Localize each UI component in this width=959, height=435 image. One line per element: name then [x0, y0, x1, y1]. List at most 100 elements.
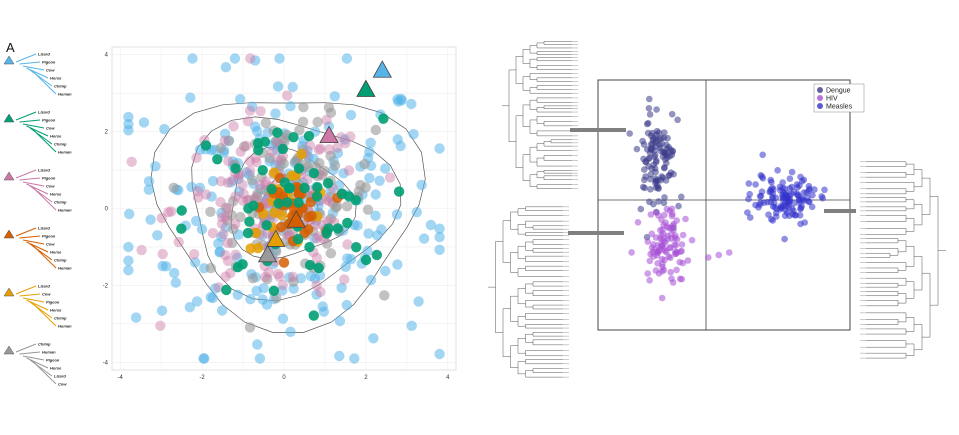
data-point: [801, 219, 808, 226]
data-point: [655, 212, 662, 219]
data-point: [272, 127, 283, 138]
data-point: [245, 294, 256, 305]
data-point: [241, 140, 252, 152]
y-tick-label: -4: [103, 360, 109, 366]
data-point: [665, 224, 673, 232]
data-point: [657, 232, 665, 239]
data-point: [406, 98, 417, 110]
tree-branch: [22, 297, 45, 303]
data-point: [746, 214, 754, 221]
data-point: [341, 201, 353, 212]
data-point: [418, 233, 430, 244]
data-point: [205, 262, 216, 274]
data-point: [145, 214, 156, 225]
data-point: [252, 242, 264, 254]
tree-branch: [26, 183, 49, 195]
data-point: [222, 255, 234, 267]
taxon-label: Pigeon: [42, 176, 56, 181]
data-point: [667, 169, 675, 176]
data-point: [392, 134, 403, 145]
data-point: [194, 182, 206, 193]
data-point: [668, 151, 676, 159]
cladogram-5: Lizard Cow Pigeon Horse Chimp Human: [3, 284, 72, 329]
data-point: [123, 241, 134, 253]
taxon-label: Lizard: [38, 168, 50, 173]
data-point: [255, 106, 266, 117]
data-point: [393, 186, 405, 197]
data-point: [339, 274, 350, 285]
data-point: [273, 198, 284, 209]
data-point: [786, 192, 793, 199]
tree-branch: [22, 123, 45, 129]
y-tick-label: 0: [105, 207, 109, 213]
data-point: [272, 155, 283, 167]
data-point: [152, 230, 163, 241]
data-point: [263, 267, 274, 278]
y-tick-label: 2: [105, 130, 109, 136]
taxon-label: Human: [58, 208, 72, 213]
legend-swatch: [817, 95, 823, 101]
data-point: [166, 206, 177, 217]
data-point: [380, 163, 391, 174]
data-point: [626, 130, 633, 137]
data-point: [314, 157, 325, 169]
taxon-label: Lizard: [38, 110, 50, 115]
data-point: [661, 129, 668, 136]
data-point: [244, 322, 256, 333]
data-point: [752, 201, 759, 209]
data-point: [288, 276, 299, 287]
cladogram-2: Lizard Pigeon Cow Horse Chimp Human: [3, 110, 72, 155]
tree-marker-triangle: [3, 229, 15, 239]
data-point: [274, 271, 285, 282]
series-b-1: [626, 95, 685, 241]
reference-tree-triangle: [319, 125, 339, 144]
data-point: [811, 186, 818, 193]
data-point: [704, 254, 712, 261]
data-point: [187, 53, 198, 64]
data-point: [292, 233, 304, 245]
data-point: [434, 244, 445, 255]
data-point: [250, 55, 261, 66]
data-point: [774, 167, 781, 174]
taxon-label: Cow: [46, 68, 55, 73]
data-point: [288, 132, 299, 143]
phylogenies: [488, 41, 946, 378]
taxon-label: Horse: [50, 308, 62, 313]
data-point: [370, 189, 381, 200]
data-point: [679, 231, 687, 239]
data-point: [378, 113, 389, 124]
data-point: [673, 236, 681, 243]
data-point: [252, 339, 263, 350]
data-point: [329, 160, 341, 171]
taxon-label: Chimp: [54, 84, 67, 89]
x-tick-label: 4: [446, 375, 450, 381]
data-point: [365, 137, 376, 148]
tree-marker-triangle: [3, 287, 15, 297]
tree-marker-triangle: [3, 171, 15, 181]
data-point: [661, 211, 668, 219]
data-point: [662, 219, 669, 226]
tree-branch: [15, 53, 37, 63]
data-point: [374, 175, 385, 186]
data-point: [770, 186, 777, 193]
data-point: [406, 320, 417, 331]
data-point: [226, 237, 238, 249]
data-point: [317, 170, 328, 181]
data-point: [654, 260, 661, 267]
data-point: [651, 165, 659, 172]
data-point: [212, 154, 223, 165]
data-point: [156, 305, 168, 316]
data-point: [644, 238, 652, 245]
data-point: [756, 193, 764, 200]
data-point: [364, 172, 375, 184]
data-point: [667, 244, 674, 251]
data-point: [124, 208, 135, 220]
plot-area-a: -4 -2 0 2 4 4 2 0 -2 -4: [103, 46, 457, 381]
taxon-label: Chimp: [38, 342, 51, 347]
data-point: [648, 230, 656, 238]
data-point: [241, 167, 252, 178]
data-point: [658, 268, 666, 275]
data-point: [269, 207, 280, 218]
reference-tree-triangle: [266, 229, 286, 247]
data-point: [215, 196, 226, 208]
